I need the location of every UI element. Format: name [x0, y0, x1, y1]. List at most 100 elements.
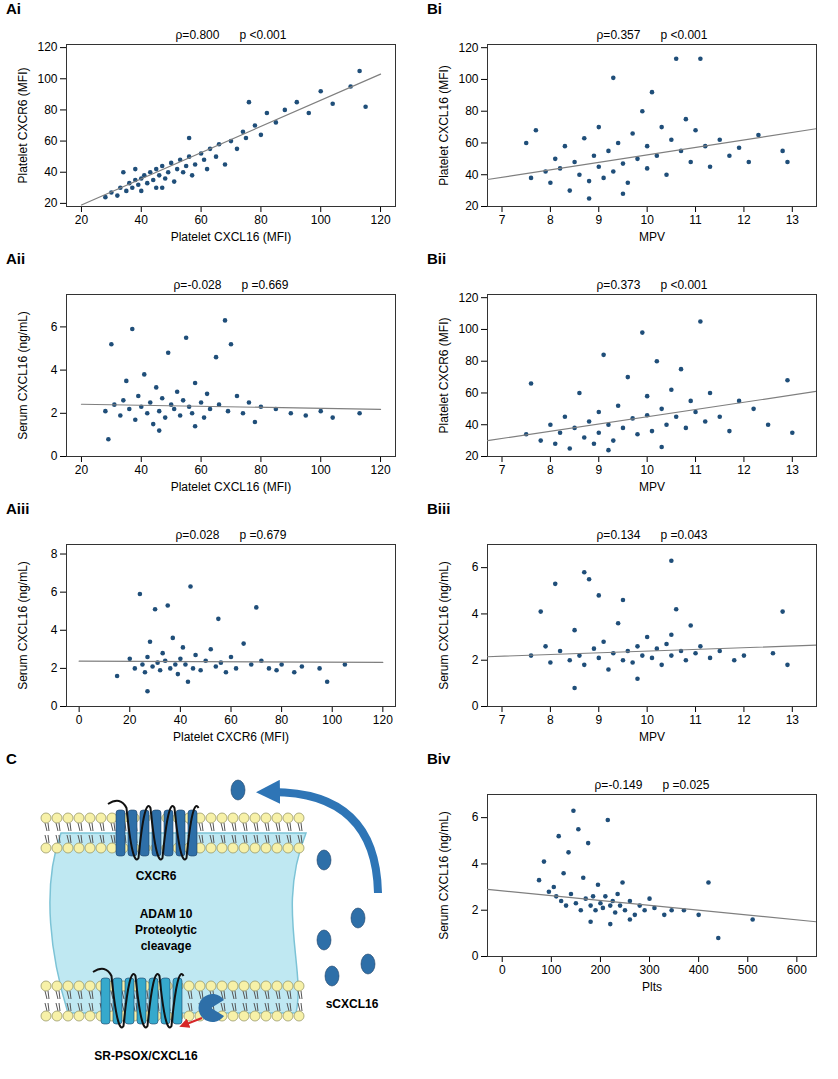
- svg-text:120: 120: [371, 463, 391, 477]
- svg-text:80: 80: [254, 213, 268, 227]
- svg-text:Platelet CXCL16 (MFI): Platelet CXCL16 (MFI): [171, 480, 292, 494]
- svg-text:10: 10: [640, 463, 654, 477]
- svg-text:60: 60: [465, 136, 479, 150]
- svg-text:2: 2: [51, 661, 58, 675]
- svg-text:60: 60: [224, 713, 238, 727]
- svg-text:ρ=-0.149 p =0.025: ρ=-0.149 p =0.025: [595, 778, 710, 792]
- svg-text:4: 4: [51, 363, 58, 377]
- svg-text:Platelet CXCR6 (MFI): Platelet CXCR6 (MFI): [16, 67, 30, 183]
- svg-text:SR-PSOX/CXCL16: SR-PSOX/CXCL16: [94, 1049, 198, 1063]
- svg-text:7: 7: [499, 463, 506, 477]
- svg-text:20: 20: [44, 196, 58, 210]
- svg-text:40: 40: [465, 168, 479, 182]
- svg-text:MPV: MPV: [639, 230, 665, 244]
- svg-text:10: 10: [640, 713, 654, 727]
- svg-text:8: 8: [51, 547, 58, 561]
- svg-text:Proteolytic: Proteolytic: [135, 923, 197, 937]
- svg-text:12: 12: [737, 463, 751, 477]
- svg-text:cleavage: cleavage: [141, 939, 192, 953]
- svg-text:Platelet CXCL16 (MFI): Platelet CXCL16 (MFI): [437, 65, 451, 186]
- svg-text:60: 60: [194, 213, 208, 227]
- svg-text:Serum CXCL16 (ng/mL): Serum CXCL16 (ng/mL): [16, 311, 30, 440]
- svg-text:100: 100: [311, 463, 331, 477]
- svg-text:sCXCL16: sCXCL16: [326, 997, 379, 1011]
- svg-text:20: 20: [75, 463, 89, 477]
- svg-text:7: 7: [499, 213, 506, 227]
- svg-text:200: 200: [590, 963, 610, 977]
- svg-text:100: 100: [541, 963, 561, 977]
- svg-text:Serum CXCL16 (ng/mL): Serum CXCL16 (ng/mL): [16, 561, 30, 690]
- svg-text:CXCR6: CXCR6: [136, 869, 177, 883]
- svg-text:2: 2: [472, 903, 479, 917]
- svg-text:ρ=0.028 p =0.679: ρ=0.028 p =0.679: [176, 528, 287, 542]
- svg-text:11: 11: [689, 213, 702, 227]
- svg-text:0: 0: [51, 699, 58, 713]
- svg-text:120: 120: [37, 40, 57, 54]
- svg-text:Serum CXCL16 (ng/mL): Serum CXCL16 (ng/mL): [437, 811, 451, 940]
- svg-text:80: 80: [465, 104, 479, 118]
- svg-text:ρ=0.357 p <0.001: ρ=0.357 p <0.001: [597, 28, 708, 42]
- svg-text:Platelet CXCR6 (MFI): Platelet CXCR6 (MFI): [437, 317, 451, 433]
- svg-text:Plts: Plts: [642, 980, 662, 994]
- svg-text:60: 60: [194, 463, 208, 477]
- svg-text:7: 7: [499, 713, 506, 727]
- svg-text:2: 2: [51, 406, 58, 420]
- svg-text:8: 8: [547, 213, 554, 227]
- svg-text:120: 120: [373, 713, 393, 727]
- svg-text:4: 4: [472, 607, 479, 621]
- svg-text:600: 600: [787, 963, 807, 977]
- svg-text:100: 100: [311, 213, 331, 227]
- svg-text:0: 0: [472, 949, 479, 963]
- svg-text:0: 0: [499, 963, 506, 977]
- svg-text:12: 12: [737, 713, 751, 727]
- svg-text:80: 80: [44, 103, 58, 117]
- svg-text:6: 6: [472, 810, 479, 824]
- svg-text:60: 60: [44, 134, 58, 148]
- svg-text:40: 40: [135, 463, 149, 477]
- svg-text:120: 120: [458, 41, 478, 55]
- svg-text:4: 4: [472, 857, 479, 871]
- svg-text:8: 8: [547, 713, 554, 727]
- svg-text:40: 40: [174, 713, 188, 727]
- svg-text:6: 6: [472, 560, 479, 574]
- svg-text:80: 80: [254, 463, 268, 477]
- svg-text:10: 10: [640, 213, 654, 227]
- svg-text:8: 8: [547, 463, 554, 477]
- svg-text:12: 12: [737, 213, 751, 227]
- svg-text:500: 500: [738, 963, 758, 977]
- svg-text:120: 120: [458, 291, 478, 305]
- svg-text:11: 11: [689, 713, 702, 727]
- svg-text:ADAM 10: ADAM 10: [140, 907, 193, 921]
- svg-text:40: 40: [135, 213, 149, 227]
- svg-text:60: 60: [465, 386, 479, 400]
- svg-text:13: 13: [786, 213, 800, 227]
- svg-text:0: 0: [76, 713, 83, 727]
- svg-text:6: 6: [51, 585, 58, 599]
- svg-text:Serum CXCL16 (ng/mL): Serum CXCL16 (ng/mL): [437, 561, 451, 690]
- svg-text:120: 120: [371, 213, 391, 227]
- svg-text:11: 11: [689, 463, 702, 477]
- svg-text:6: 6: [51, 320, 58, 334]
- svg-text:4: 4: [51, 623, 58, 637]
- svg-text:400: 400: [689, 963, 709, 977]
- svg-text:9: 9: [595, 213, 602, 227]
- svg-text:20: 20: [123, 713, 137, 727]
- svg-text:9: 9: [595, 713, 602, 727]
- svg-text:20: 20: [465, 449, 479, 463]
- svg-text:20: 20: [465, 199, 479, 213]
- svg-text:Platelet CXCL16 (MFI): Platelet CXCL16 (MFI): [171, 230, 292, 244]
- svg-text:80: 80: [275, 713, 289, 727]
- svg-text:ρ=-0.028 p =0.669: ρ=-0.028 p =0.669: [174, 278, 289, 292]
- svg-text:2: 2: [472, 653, 479, 667]
- svg-text:13: 13: [786, 463, 800, 477]
- svg-text:40: 40: [44, 165, 58, 179]
- svg-text:ρ=0.800 p <0.001: ρ=0.800 p <0.001: [176, 28, 287, 42]
- svg-text:20: 20: [75, 213, 89, 227]
- svg-text:0: 0: [472, 699, 479, 713]
- svg-text:100: 100: [458, 72, 478, 86]
- svg-text:100: 100: [322, 713, 342, 727]
- svg-text:ρ=0.373 p <0.001: ρ=0.373 p <0.001: [597, 278, 708, 292]
- svg-text:MPV: MPV: [639, 730, 665, 744]
- svg-text:ρ=0.134 p =0.043: ρ=0.134 p =0.043: [597, 528, 708, 542]
- svg-text:0: 0: [51, 449, 58, 463]
